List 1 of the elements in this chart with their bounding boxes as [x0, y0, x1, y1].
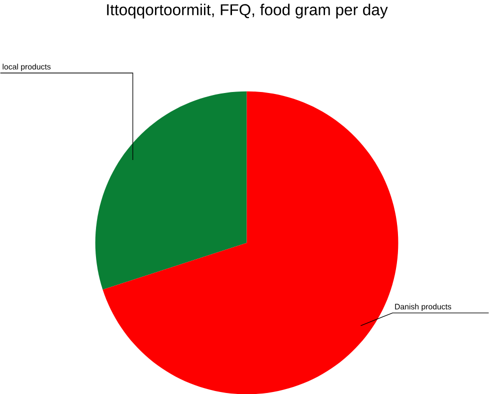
chart-title: Ittoqqortoormiit, FFQ, food gram per day: [107, 4, 388, 18]
